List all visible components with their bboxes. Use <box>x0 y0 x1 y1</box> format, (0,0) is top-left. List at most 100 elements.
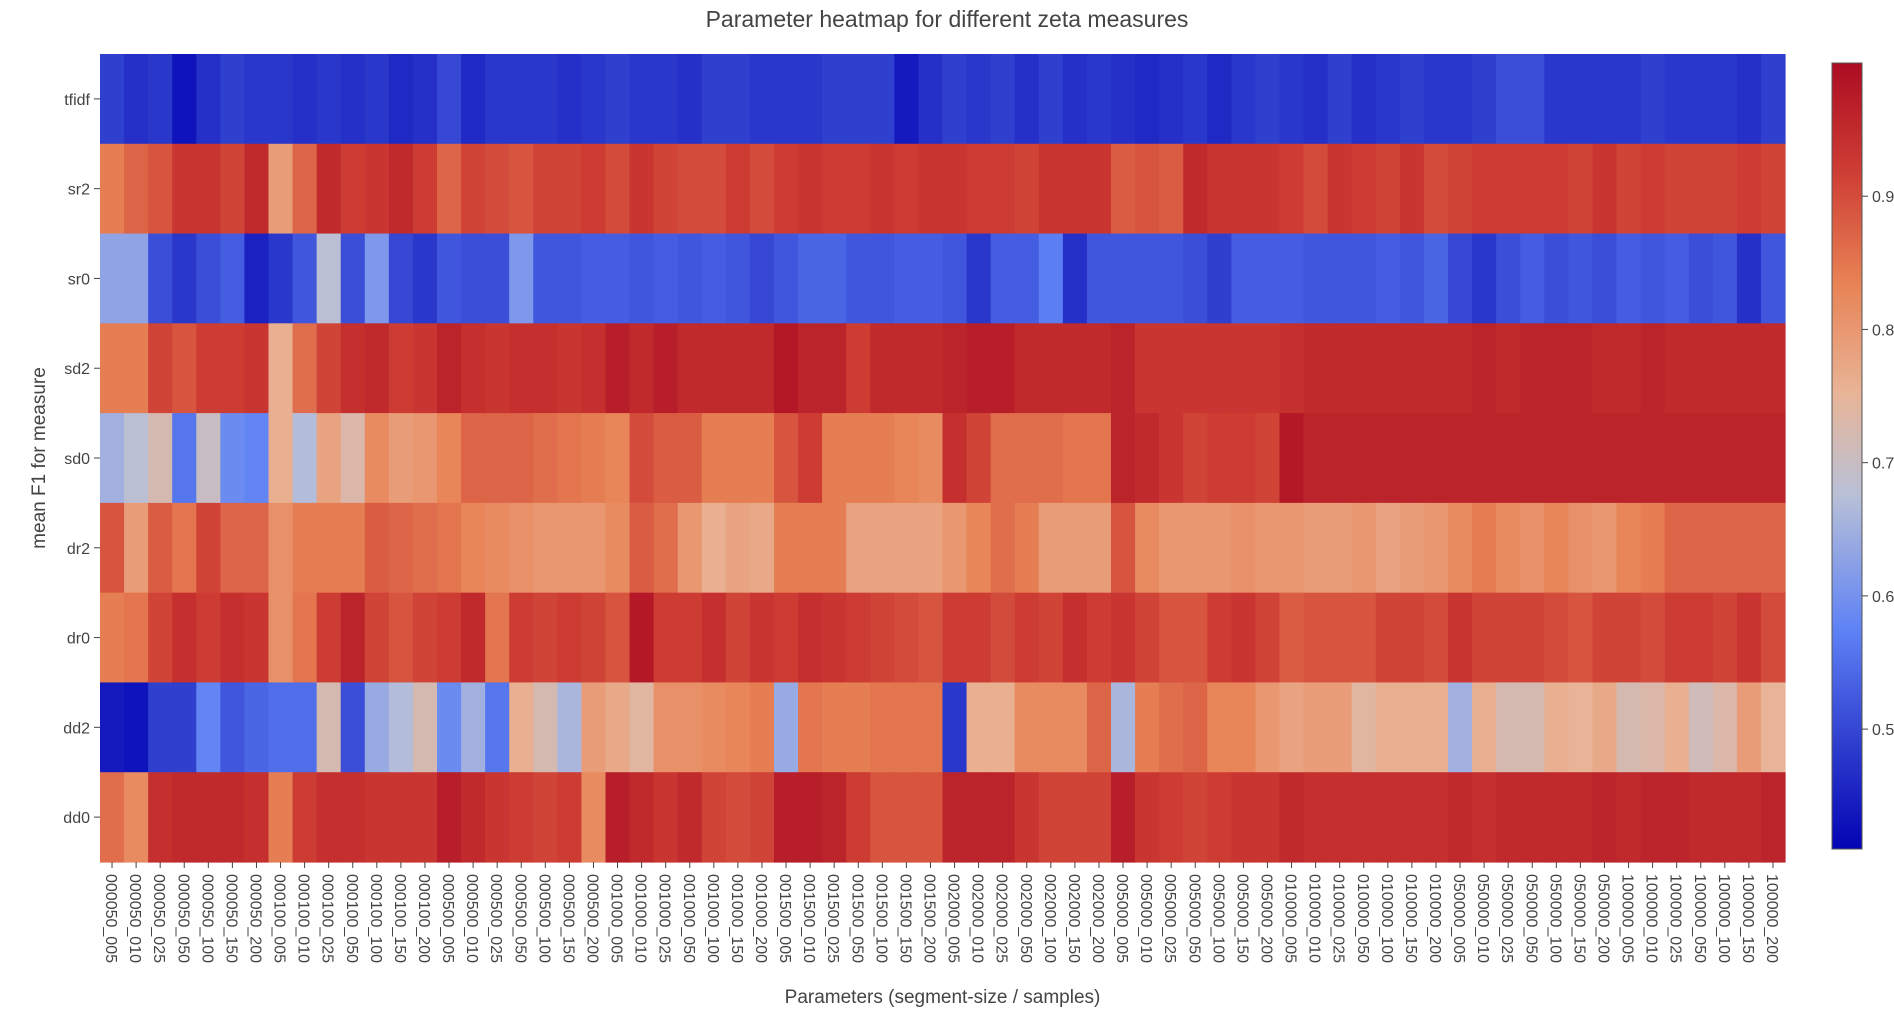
heatmap-cell <box>100 413 125 504</box>
heatmap-cell <box>1207 323 1232 414</box>
y-tick-label: sd2 <box>64 361 90 378</box>
heatmap-cell <box>605 54 631 145</box>
heatmap-cell <box>485 233 510 324</box>
x-tick-label: 100000_200 <box>1763 874 1780 963</box>
heatmap-cell <box>1423 233 1449 324</box>
heatmap-cell <box>749 502 775 594</box>
heatmap-cell <box>846 682 871 773</box>
heatmap-cell <box>1159 502 1184 594</box>
heatmap-cell <box>701 143 727 235</box>
x-tick-label: 002000_025 <box>993 874 1010 963</box>
heatmap-cell <box>1544 54 1569 145</box>
x-tick-label: 005000_100 <box>1209 874 1226 963</box>
heatmap-cell <box>340 772 366 863</box>
heatmap-cell <box>1327 413 1353 504</box>
heatmap-cell <box>1664 413 1690 504</box>
heatmap-cell <box>1760 592 1786 684</box>
heatmap-cell <box>822 143 847 235</box>
heatmap-cell <box>1640 323 1666 414</box>
heatmap-cell <box>1568 413 1594 504</box>
heatmap-cell <box>1616 323 1642 414</box>
heatmap-cell <box>894 233 920 324</box>
heatmap-cell <box>725 143 751 235</box>
heatmap-cell <box>244 54 270 145</box>
heatmap-cell <box>244 502 270 594</box>
heatmap-cell <box>1183 143 1208 235</box>
heatmap-cell <box>605 143 631 235</box>
heatmap-cell <box>196 502 221 594</box>
heatmap-cell <box>990 413 1016 504</box>
heatmap-cell <box>894 772 920 863</box>
heatmap-cell <box>749 682 775 773</box>
heatmap-cell <box>100 233 125 324</box>
x-tick-label: 000050_150 <box>222 874 239 963</box>
x-tick-label: 050000_200 <box>1594 874 1611 963</box>
heatmap-cell <box>1423 682 1449 773</box>
x-tick-label: 050000_010 <box>1474 874 1491 963</box>
heatmap-cell <box>1664 54 1690 145</box>
heatmap-cell <box>1496 682 1521 773</box>
heatmap-cell <box>533 592 558 684</box>
heatmap-cell <box>1712 413 1738 504</box>
heatmap-cell <box>1351 54 1377 145</box>
heatmap-cell <box>268 682 294 773</box>
heatmap-cell <box>1207 682 1232 773</box>
x-tick-label: 002000_050 <box>1017 874 1034 963</box>
heatmap-cell <box>1062 323 1088 414</box>
x-tick-label: 100000_005 <box>1619 874 1636 963</box>
heatmap-cell <box>1592 772 1618 863</box>
heatmap-cell <box>653 502 679 594</box>
heatmap-cell <box>1544 323 1569 414</box>
heatmap-cell <box>581 323 607 414</box>
heatmap-cell <box>798 682 823 773</box>
heatmap-cell <box>1448 502 1473 594</box>
heatmap-cell <box>870 233 895 324</box>
x-tick-label: 001500_100 <box>872 874 889 963</box>
heatmap-cell <box>196 54 221 145</box>
heatmap-cell <box>1423 592 1449 684</box>
heatmap-cell <box>1207 413 1232 504</box>
heatmap-cell <box>1640 54 1666 145</box>
heatmap-cell <box>990 143 1016 235</box>
x-tick-label: 000100_050 <box>343 874 360 963</box>
heatmap-cell <box>870 323 895 414</box>
heatmap-cell <box>1255 592 1281 684</box>
heatmap-cell <box>990 682 1016 773</box>
heatmap-cell <box>1159 682 1184 773</box>
heatmap-cell <box>1135 682 1160 773</box>
heatmap-cell <box>1472 413 1497 504</box>
heatmap-cell <box>1760 54 1786 145</box>
heatmap-cell <box>846 143 871 235</box>
heatmap-cell <box>509 233 534 324</box>
heatmap-cell <box>629 413 655 504</box>
heatmap-cell <box>1760 233 1786 324</box>
heatmap-cell <box>412 502 438 594</box>
heatmap-cell <box>1496 323 1521 414</box>
heatmap-cell <box>990 592 1016 684</box>
heatmap-cell <box>316 143 342 235</box>
heatmap-cell <box>725 323 751 414</box>
heatmap-cell <box>605 413 631 504</box>
heatmap-cell <box>581 772 607 863</box>
heatmap-cell <box>148 413 173 504</box>
heatmap-cell <box>1255 772 1281 863</box>
heatmap-cell <box>1279 413 1305 504</box>
heatmap-cell <box>1568 772 1594 863</box>
heatmap-cell <box>1399 772 1425 863</box>
heatmap-cell <box>1712 323 1738 414</box>
heatmap-cell <box>533 323 558 414</box>
heatmap-cell <box>509 54 534 145</box>
heatmap-cell <box>870 772 895 863</box>
x-tick-label: 010000_025 <box>1330 874 1347 963</box>
heatmap-cell <box>1111 54 1136 145</box>
heatmap-cell <box>1664 323 1690 414</box>
heatmap-cell <box>701 682 727 773</box>
heatmap-cell <box>1014 682 1040 773</box>
heatmap-cell <box>340 143 366 235</box>
heatmap-cell <box>1568 682 1594 773</box>
heatmap-cell <box>364 233 390 324</box>
heatmap-cell <box>557 592 583 684</box>
heatmap-cell <box>918 143 944 235</box>
heatmap-cell <box>774 233 799 324</box>
heatmap-cell <box>1231 502 1257 594</box>
